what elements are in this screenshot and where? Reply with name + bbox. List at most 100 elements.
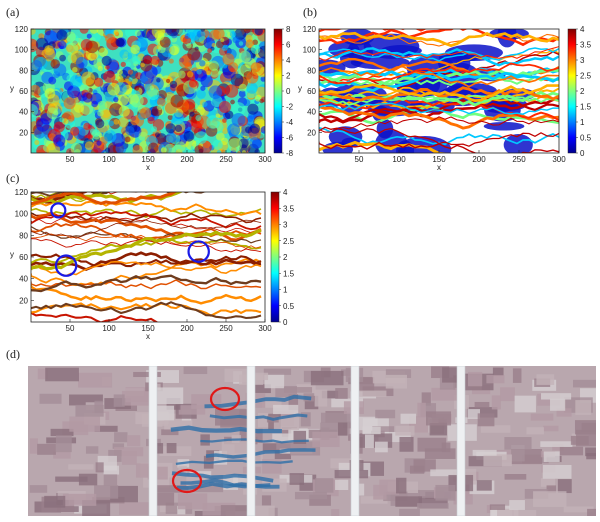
field-texture (222, 118, 227, 123)
photo-patch (472, 449, 497, 456)
photo-patch (260, 451, 275, 463)
field-texture (53, 110, 59, 116)
field-texture (56, 29, 68, 41)
panel-c-colorbar (270, 191, 280, 323)
photo-patch (476, 480, 492, 491)
photo-patch (400, 413, 417, 424)
photo-patch (442, 367, 460, 383)
y-tick-label: 60 (19, 253, 28, 262)
field-texture (73, 102, 85, 113)
field-texture (231, 102, 246, 117)
photo-patch (542, 464, 572, 479)
field-texture (68, 115, 75, 122)
photo-patch (133, 371, 161, 378)
field-texture (31, 103, 39, 118)
y-tick-label: 120 (15, 188, 29, 197)
field-texture (100, 86, 107, 93)
photo-patch (383, 491, 408, 502)
field-texture (160, 147, 167, 153)
x-tick-label: 250 (512, 155, 526, 164)
photo-patch (155, 405, 175, 421)
field-texture (213, 29, 225, 40)
photo-patch (315, 478, 334, 493)
photo-patch (358, 390, 387, 397)
photo-patch (37, 368, 49, 380)
field-texture (31, 29, 36, 35)
photo-patch (189, 483, 224, 493)
field-texture (91, 32, 101, 42)
field-texture (246, 71, 259, 84)
photo-patch (419, 490, 445, 498)
field-texture (97, 100, 108, 111)
photo-patch (430, 469, 464, 477)
field-texture (38, 33, 45, 40)
photo-patch (161, 413, 188, 421)
field-texture (234, 29, 247, 40)
field-texture (244, 126, 253, 134)
photo-patch (511, 448, 543, 465)
photo-patch (364, 434, 374, 449)
photo-patch (288, 394, 299, 411)
photo-patch (273, 404, 299, 415)
field-texture (238, 83, 247, 92)
y-tick-label: 60 (19, 87, 28, 96)
flow-path (319, 62, 559, 85)
field-texture (97, 65, 103, 72)
highlight-circle (209, 386, 241, 412)
photo-patch (552, 443, 564, 451)
photo-patch (480, 425, 511, 433)
field-texture (67, 85, 81, 99)
field-texture (124, 136, 131, 143)
x-tick-label: 50 (66, 155, 75, 164)
field-texture (206, 115, 220, 129)
field-texture (232, 36, 239, 44)
field-texture (195, 114, 202, 122)
photo-patch (530, 413, 554, 421)
flow-path (319, 141, 559, 153)
photo-patch (424, 448, 456, 459)
field-texture (197, 104, 203, 110)
photo-patch (486, 375, 505, 384)
photo-patch (224, 368, 253, 383)
flow-channel (31, 311, 159, 322)
y-tick-label: 20 (19, 296, 28, 305)
photo-patch (362, 426, 381, 435)
field-texture (107, 82, 120, 96)
x-axis-label: x (437, 163, 441, 172)
field-texture (218, 100, 231, 114)
field-texture (31, 60, 43, 72)
colorbar-tick-label: 4 (286, 56, 291, 65)
photo-patch (514, 395, 536, 413)
photo-patch (78, 372, 113, 388)
field-texture (157, 45, 166, 54)
field-texture (98, 47, 109, 57)
photo-patch (504, 474, 527, 480)
photo-patch (335, 388, 348, 399)
photo-patch (378, 432, 411, 443)
flow-channel (31, 215, 262, 234)
colorbar-tick-label: 3 (283, 221, 288, 230)
photo-patch (272, 433, 295, 443)
field-texture (190, 121, 203, 134)
x-tick-label: 150 (141, 324, 155, 333)
y-tick-label: 120 (303, 25, 317, 34)
photo-patch (55, 435, 72, 453)
dye-streak (205, 448, 316, 459)
photo-patch (112, 443, 125, 449)
photo-patch (314, 389, 328, 407)
panel-a-field (31, 29, 265, 153)
y-tick-label: 80 (307, 66, 316, 75)
flow-channel (31, 274, 262, 293)
field-texture (70, 126, 80, 136)
field-texture (194, 145, 204, 153)
colorbar-tick-label: 6 (286, 41, 291, 50)
flow-channel (31, 200, 262, 216)
field-texture (132, 144, 143, 153)
y-tick-label: 80 (19, 231, 28, 240)
colorbar-tick-label: 0 (580, 149, 585, 158)
flow-path (319, 83, 559, 102)
flow-path (319, 140, 461, 153)
photo-patch (289, 473, 305, 485)
photo-patch (468, 371, 483, 387)
photo-patch (435, 484, 456, 501)
